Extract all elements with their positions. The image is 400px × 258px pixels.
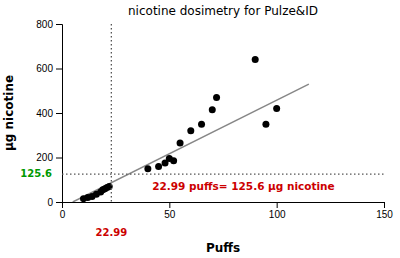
scatter-point	[213, 94, 220, 101]
x-tick-mark	[277, 202, 278, 208]
scatter-point	[187, 127, 194, 134]
y-tick-label: 200	[36, 152, 53, 163]
x-tick-label: 50	[164, 209, 176, 220]
y-axis: 0 200 400 600 800	[36, 19, 62, 208]
annotation: 22.99 puffs= 125.6 µg nicotine	[152, 180, 335, 192]
scatter-point	[177, 140, 184, 147]
scatter-point	[144, 165, 151, 172]
title: nicotine dosimetry for Pulze&ID	[128, 4, 318, 18]
vertical-reference-line	[111, 24, 112, 202]
y-tick-mark	[56, 202, 62, 203]
x-tick-label: 0	[60, 209, 66, 220]
x-tick-label: 150	[376, 209, 393, 220]
y-tick: 800	[36, 19, 62, 30]
scatter-point	[252, 56, 259, 63]
x-tick: 50	[164, 202, 176, 220]
y-tick-label: 800	[36, 19, 53, 30]
scatter-point	[155, 163, 162, 170]
y-axis-line	[56, 25, 63, 203]
y-tick-mark	[56, 113, 62, 114]
x-axis: 0 50 100 150	[60, 202, 394, 220]
scatter-point	[273, 105, 280, 112]
x-tick: 0	[60, 202, 66, 220]
y-tick-mark	[56, 24, 62, 25]
plot: 0 50 100 150 0 200 400 600 800 22.99 125.6 22.99 pu…	[20, 19, 393, 238]
x-tick-mark	[169, 202, 170, 208]
horizontal-reference-line	[62, 173, 384, 174]
y-tick: 200	[36, 152, 62, 163]
x-tick: 150	[376, 202, 393, 220]
x-tick: 100	[269, 202, 286, 220]
y-tick-label: 600	[36, 63, 53, 74]
reference-labels: 22.99 125.6	[20, 168, 127, 238]
y-tick: 0	[47, 197, 62, 208]
vertical-reference-label: 22.99	[96, 227, 128, 238]
y-tick-mark	[56, 158, 62, 159]
y-tick: 400	[36, 108, 62, 119]
x-tick-mark	[384, 202, 385, 208]
y-axis-title: µg nicotine	[2, 75, 16, 151]
y-tick-label: 400	[36, 108, 53, 119]
chart: 0 50 100 150 0 200 400 600 800 22.99 125.6 22.99 pu…	[0, 0, 400, 258]
scatter-point	[209, 106, 216, 113]
x-axis-title: Puffs	[206, 241, 240, 255]
y-tick-label: 0	[47, 197, 53, 208]
scatter-point	[170, 157, 177, 164]
marks	[62, 24, 384, 202]
scatter-point	[198, 121, 205, 128]
x-axis-line	[63, 203, 385, 209]
horizontal-reference-label: 125.6	[20, 168, 52, 179]
y-tick: 600	[36, 63, 62, 74]
scatter-point	[262, 121, 269, 128]
y-tick-mark	[56, 69, 62, 70]
x-tick-label: 100	[269, 209, 286, 220]
